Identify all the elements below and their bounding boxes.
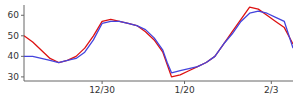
- y-tick-label: 50: [8, 31, 20, 41]
- x-axis-line: [24, 81, 293, 82]
- plot-area: [24, 7, 293, 77]
- y-tick-label: 60: [8, 10, 20, 20]
- x-tick-label: 2/3: [264, 85, 278, 95]
- chart: 30 40 50 60 12/30 1/20 2/3: [0, 0, 300, 96]
- x-tick-label: 12/30: [89, 85, 115, 95]
- line-series: [24, 7, 293, 77]
- x-tick-label: 1/20: [174, 85, 194, 95]
- y-axis-line: [24, 5, 25, 81]
- y-tick-label: 30: [8, 72, 20, 82]
- line-series: [24, 11, 293, 73]
- y-tick-label: 40: [8, 51, 20, 61]
